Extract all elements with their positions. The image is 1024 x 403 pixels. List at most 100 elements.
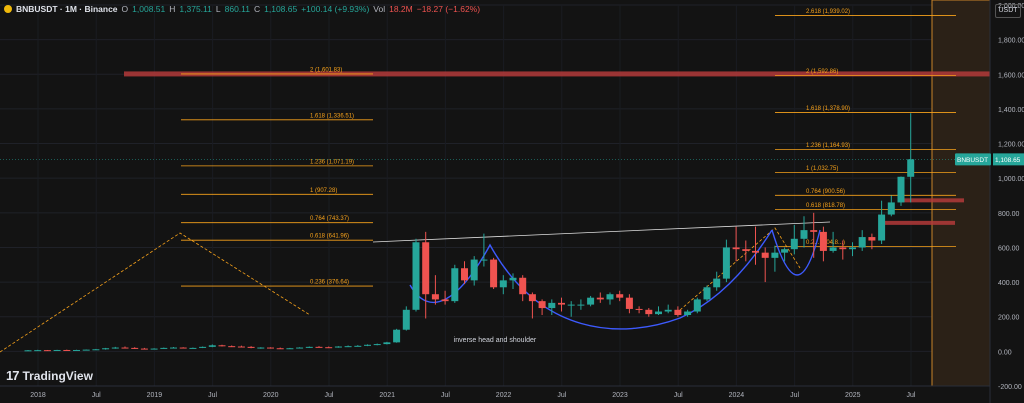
chart-drawings: [0, 221, 831, 353]
candle: [868, 233, 876, 250]
candle: [150, 348, 158, 350]
candle-body: [596, 297, 604, 300]
inverse-head-and-shoulders-curve: [409, 229, 773, 330]
candle: [587, 295, 595, 307]
candle: [257, 347, 265, 349]
candle: [558, 297, 565, 312]
candle-body: [538, 301, 546, 309]
fib-label: 2 (1,601.83): [310, 67, 342, 73]
candle-body: [24, 350, 32, 352]
price-tag: BNBUSDT 1,108.65: [955, 153, 1024, 166]
candle-body: [567, 304, 575, 306]
time-tick-label: 2022: [496, 392, 512, 399]
time-tick-label: Jul: [674, 392, 683, 399]
candle: [509, 273, 517, 290]
candle: [577, 299, 585, 310]
fib-label: 1 (1,032.75): [806, 166, 838, 172]
time-tick-label: 2023: [612, 392, 628, 399]
candle-body: [722, 247, 730, 279]
candle: [849, 242, 856, 257]
price-axis[interactable]: 2,000.00 1,800.00 1,600.00 1,400.00 1,200.00…: [955, 0, 1024, 403]
resistance-zone-1600: [124, 71, 990, 77]
candle-body: [267, 347, 274, 349]
fib-label: 1.618 (1,378.90): [806, 106, 850, 112]
currency-button[interactable]: USDT: [995, 4, 1021, 18]
candle: [461, 261, 468, 284]
time-axis[interactable]: 2018 Jul 2019 Jul 2020 Jul 2021 Jul 2022 Jul 2023 J…: [0, 385, 990, 399]
candle: [82, 349, 90, 351]
candle: [53, 349, 61, 351]
candle-body: [635, 308, 643, 310]
candle-body: [92, 349, 100, 351]
candle: [858, 230, 866, 251]
candle-body: [810, 230, 818, 232]
time-tick-label: Jul: [325, 392, 334, 399]
candle: [199, 346, 207, 349]
price-tag-label: 1,108.65: [995, 157, 1021, 164]
candle: [228, 345, 236, 348]
candle: [761, 247, 769, 283]
candle-body: [131, 347, 139, 349]
candle-body: [354, 345, 362, 347]
time-tick-label: Jul: [441, 392, 450, 399]
candle: [412, 238, 420, 312]
candle: [131, 347, 139, 349]
candle: [548, 299, 556, 315]
candle: [383, 341, 391, 345]
resistance-zones: [124, 71, 990, 225]
fib-label: 1.618 (1,336.51): [310, 113, 354, 119]
candle-body: [878, 214, 886, 241]
price-tick-label: 1,200.00: [998, 142, 1024, 149]
candle: [276, 347, 284, 350]
candle-body: [373, 344, 381, 346]
low-label: L: [215, 4, 221, 14]
candle: [655, 306, 662, 315]
time-tick-label: Jul: [557, 392, 566, 399]
candle-body: [742, 249, 750, 251]
candle-body: [674, 309, 682, 315]
close-label: C: [253, 4, 261, 14]
candle: [208, 344, 216, 348]
tradingview-logo[interactable]: 17 TradingView: [6, 368, 93, 383]
candle: [179, 347, 187, 349]
candle-body: [296, 347, 304, 349]
candle: [538, 299, 546, 315]
candle-body: [490, 259, 498, 288]
price-tick-label: 1,400.00: [998, 107, 1024, 114]
time-tick-label: 2021: [379, 392, 395, 399]
candle: [616, 290, 624, 302]
candle-body: [218, 345, 226, 347]
candle-body: [703, 287, 711, 300]
candle: [267, 347, 274, 349]
candle: [364, 344, 371, 347]
time-tick-label: Jul: [790, 392, 799, 399]
open-label: O: [121, 4, 129, 14]
candle-body: [858, 237, 866, 248]
candle: [645, 308, 653, 317]
candle-body: [121, 347, 129, 349]
candle: [111, 346, 119, 349]
price-tick-label: 2,000.00: [998, 3, 1024, 10]
candle: [567, 301, 575, 317]
candle-body: [761, 252, 769, 258]
candle-body: [664, 309, 672, 312]
candle-body: [412, 242, 420, 310]
candle-body: [102, 348, 110, 350]
time-tick-label: 2018: [30, 392, 46, 399]
fib-label: 2 (1,592.86): [806, 69, 838, 75]
candle: [402, 306, 410, 331]
candle: [189, 347, 197, 349]
candle: [519, 275, 527, 302]
candle: [907, 113, 915, 203]
candle-body: [257, 347, 265, 349]
time-tick-label: Jul: [208, 392, 217, 399]
time-tick-label: 2020: [263, 392, 279, 399]
candle: [625, 294, 633, 314]
candle: [286, 347, 294, 350]
candle-body: [800, 230, 808, 239]
symbol-title[interactable]: BNBUSDT · 1M · Binance: [16, 4, 118, 14]
candle-body: [286, 348, 294, 350]
candle: [102, 347, 110, 350]
candle-body: [528, 294, 536, 302]
